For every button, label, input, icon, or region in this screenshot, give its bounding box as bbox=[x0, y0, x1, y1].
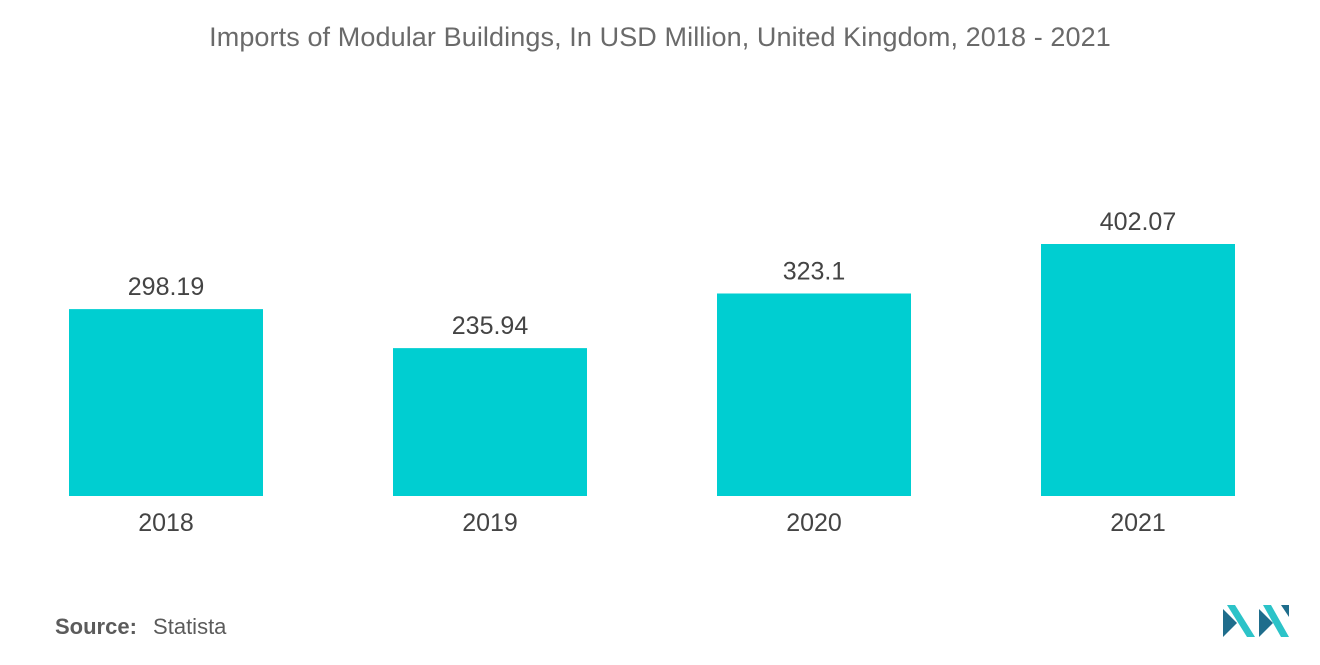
source-note: Source: Statista bbox=[55, 614, 226, 640]
bar-2019 bbox=[393, 348, 587, 496]
category-labels-group: 2018 2019 2020 2021 bbox=[138, 509, 1166, 537]
value-label-2021: 402.07 bbox=[1100, 208, 1176, 236]
x-tick-label-2021: 2021 bbox=[1110, 509, 1166, 537]
value-label-2020: 323.1 bbox=[783, 257, 846, 285]
bars-group bbox=[69, 244, 1235, 496]
mordor-intelligence-logo-icon bbox=[1223, 605, 1289, 637]
x-tick-label-2018: 2018 bbox=[138, 509, 194, 537]
value-labels-group: 298.19 235.94 323.1 402.07 bbox=[128, 208, 1176, 340]
source-value: Statista bbox=[153, 614, 227, 639]
source-label: Source: bbox=[55, 614, 137, 639]
bar-2018 bbox=[69, 309, 263, 496]
bar-2021 bbox=[1041, 244, 1235, 496]
x-tick-label-2019: 2019 bbox=[462, 509, 518, 537]
value-label-2019: 235.94 bbox=[452, 312, 529, 340]
bar-2020 bbox=[717, 293, 911, 496]
x-tick-label-2020: 2020 bbox=[786, 509, 842, 537]
value-label-2018: 298.19 bbox=[128, 273, 204, 301]
chart-title: Imports of Modular Buildings, In USD Mil… bbox=[209, 22, 1111, 52]
